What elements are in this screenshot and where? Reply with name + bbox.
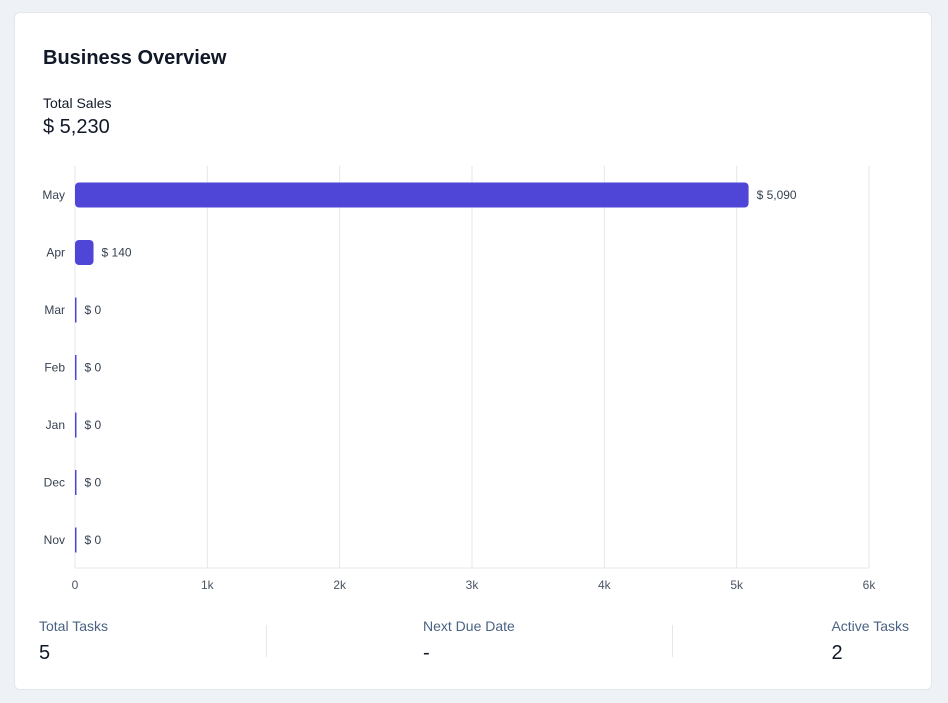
- stat-divider: [266, 625, 267, 657]
- stat-label: Active Tasks: [831, 618, 909, 634]
- bar-layer: [75, 182, 749, 553]
- axis-layer: 0 1k 2k 3k 4k 5k 6k: [72, 567, 877, 592]
- bar-value-label: $ 0: [85, 418, 102, 432]
- stat-active-tasks: Active Tasks 2: [831, 618, 909, 665]
- bar[interactable]: [75, 470, 77, 495]
- y-category-label: Feb: [44, 361, 65, 375]
- bar-value-label: $ 0: [85, 303, 102, 317]
- stats-row: Total Tasks 5 Next Due Date - Active Tas…: [15, 613, 933, 673]
- y-category-label: Apr: [46, 246, 65, 260]
- stat-value: -: [423, 642, 430, 664]
- x-tick-label: 4k: [598, 578, 612, 592]
- bar[interactable]: [75, 527, 77, 553]
- business-overview-card: Business Overview Total Sales $ 5,230 Ma…: [14, 12, 932, 690]
- stat-next-due-date: Next Due Date -: [423, 618, 515, 665]
- sales-bar-chart: May $ 5,090 Apr $ 140 Mar $ 0 Feb $ 0 Jan $ 0 Dec $…: [42, 166, 877, 592]
- stat-total-tasks: Total Tasks 5: [39, 618, 108, 665]
- bar[interactable]: [75, 412, 77, 438]
- bar-value-label: $ 0: [85, 476, 102, 490]
- grid-layer: [74, 166, 870, 568]
- bar[interactable]: [75, 355, 77, 380]
- y-category-label: Mar: [44, 303, 65, 317]
- y-category-label: Dec: [44, 476, 65, 490]
- x-tick-label: 2k: [333, 578, 347, 592]
- x-tick-label: 0: [72, 578, 79, 592]
- total-sales-value: $ 5,230: [43, 116, 110, 138]
- total-sales-label: Total Sales: [43, 95, 112, 111]
- y-category-label: Nov: [44, 533, 65, 547]
- y-category-label: May: [42, 188, 65, 202]
- label-layer: May $ 5,090 Apr $ 140 Mar $ 0 Feb $ 0 Jan $ 0 Dec $…: [42, 188, 797, 547]
- x-tick-label: 3k: [466, 578, 480, 592]
- stat-label: Total Tasks: [39, 618, 108, 634]
- x-tick-label: 1k: [201, 578, 215, 592]
- x-tick-label: 5k: [730, 578, 744, 592]
- x-tick-label: 6k: [863, 578, 877, 592]
- bar[interactable]: [75, 182, 749, 208]
- stat-value: 5: [39, 642, 51, 664]
- bar-value-label: $ 5,090: [757, 188, 797, 202]
- bar-value-label: $ 0: [85, 533, 102, 547]
- bar[interactable]: [75, 240, 94, 265]
- bar-value-label: $ 140: [102, 246, 132, 260]
- stat-divider: [672, 625, 673, 657]
- bar-value-label: $ 0: [85, 361, 102, 375]
- card-title: Business Overview: [43, 47, 227, 69]
- stat-value: 2: [831, 642, 843, 664]
- stat-label: Next Due Date: [423, 618, 515, 634]
- y-category-label: Jan: [46, 418, 65, 432]
- bar[interactable]: [75, 297, 77, 323]
